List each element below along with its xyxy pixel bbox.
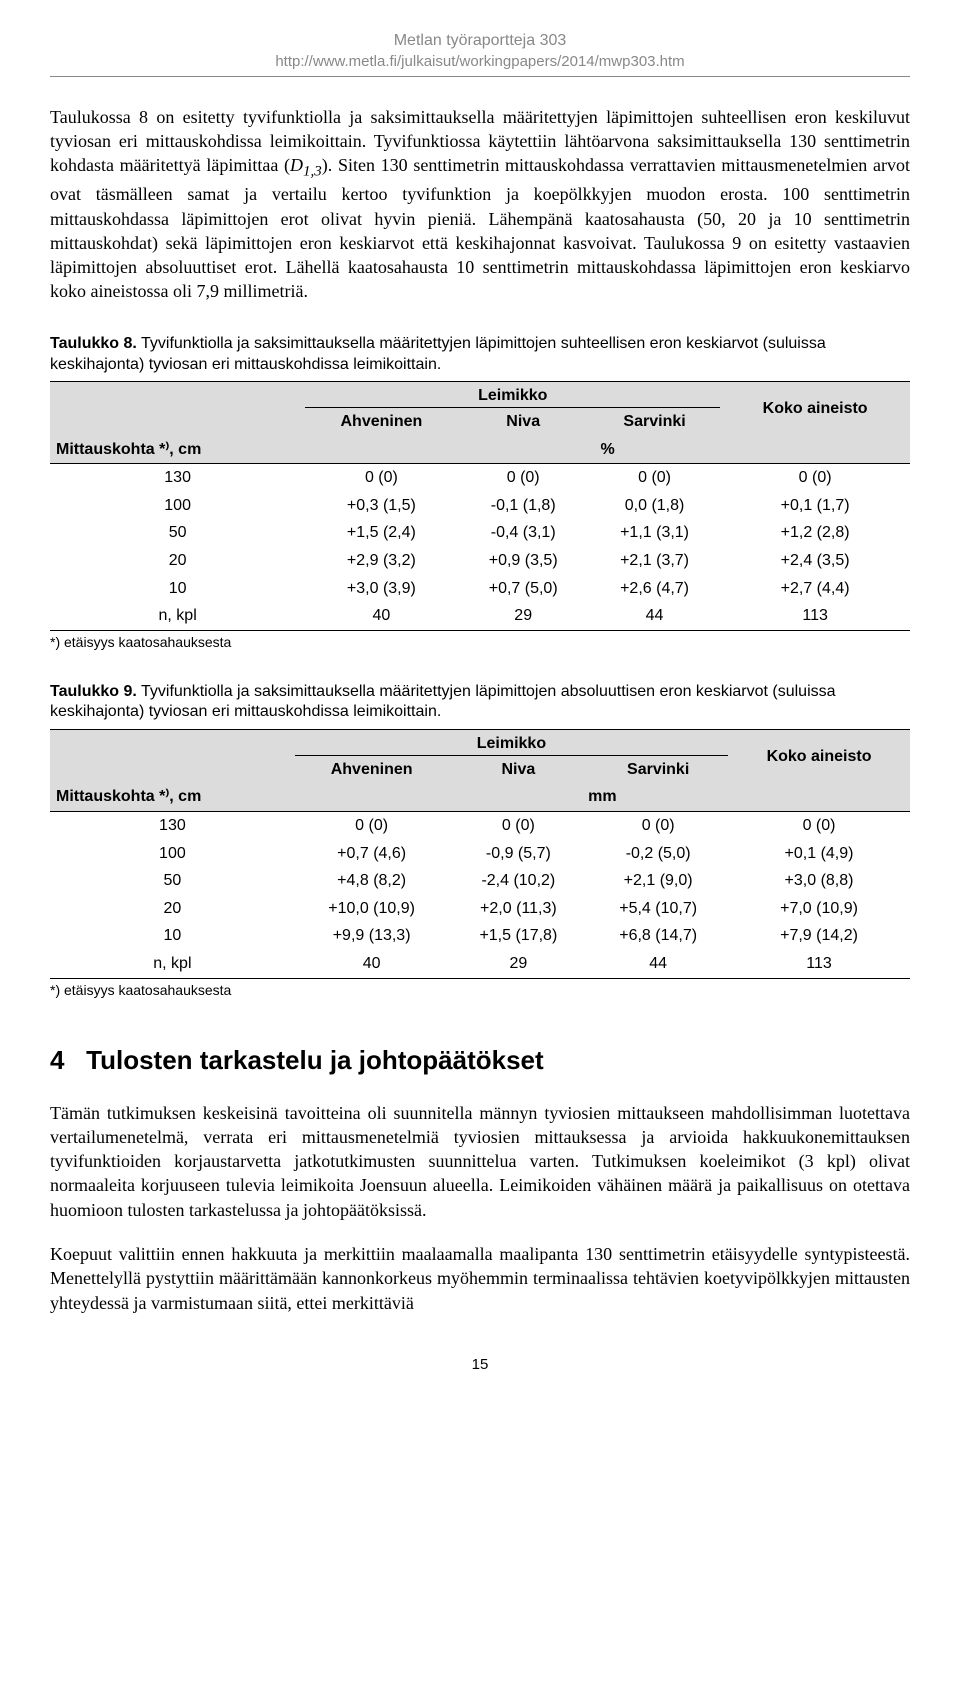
table9-footnote: *) etäisyys kaatosahauksesta — [50, 981, 910, 1000]
table8-footnote: *) etäisyys kaatosahauksesta — [50, 633, 910, 652]
table8-caption-label: Taulukko 8. — [50, 335, 137, 352]
table-row: n, kpl402944113 — [50, 950, 910, 978]
table8-unit: % — [305, 436, 910, 464]
table8: Leimikko Koko aineisto Ahveninen Niva Sa… — [50, 381, 910, 630]
table8-caption-text: Tyvifunktiolla ja saksimittauksella määr… — [50, 335, 826, 373]
section-heading: 4 Tulosten tarkastelu ja johtopäätökset — [50, 1043, 910, 1078]
table-row: n, kpl402944113 — [50, 602, 910, 630]
table-row: 10+9,9 (13,3)+1,5 (17,8)+6,8 (14,7)+7,9 … — [50, 922, 910, 950]
table-row: 1300 (0)0 (0)0 (0)0 (0) — [50, 811, 910, 839]
table-row: 1300 (0)0 (0)0 (0)0 (0) — [50, 464, 910, 492]
table9-hdr-koko: Koko aineisto — [728, 730, 910, 784]
table8-col-ahveninen: Ahveninen — [305, 407, 457, 435]
table9-caption-text: Tyvifunktiolla ja saksimittauksella määr… — [50, 683, 836, 721]
table8-hdr-leimikko: Leimikko — [305, 382, 720, 408]
table9-rowlabel: Mittauskohta *⁾, cm — [50, 783, 295, 811]
table9-caption-label: Taulukko 9. — [50, 683, 137, 700]
table9-unit: mm — [295, 783, 910, 811]
para1-post: ). Siten 130 senttimetrin mittauskohdass… — [50, 155, 910, 301]
table8-col-niva: Niva — [458, 407, 589, 435]
header-url: http://www.metla.fi/julkaisut/workingpap… — [50, 52, 910, 72]
page-number: 15 — [50, 1355, 910, 1375]
table8-rowlabel: Mittauskohta *⁾, cm — [50, 436, 305, 464]
table-row: 100+0,7 (4,6)-0,9 (5,7)-0,2 (5,0)+0,1 (4… — [50, 840, 910, 868]
table8-caption: Taulukko 8. Tyvifunktiolla ja saksimitta… — [50, 334, 910, 376]
para1-subscript: 1,3 — [303, 164, 322, 180]
table-row: 100+0,3 (1,5)-0,1 (1,8)0,0 (1,8)+0,1 (1,… — [50, 492, 910, 520]
table8-hdr-blank — [50, 382, 305, 408]
table-row: 50+1,5 (2,4)-0,4 (3,1)+1,1 (3,1)+1,2 (2,… — [50, 519, 910, 547]
paragraph-1: Taulukossa 8 on esitetty tyvifunktiolla … — [50, 105, 910, 304]
section-title: Tulosten tarkastelu ja johtopäätökset — [86, 1045, 544, 1075]
table9-col-niva: Niva — [448, 755, 588, 783]
table8-col-sarvinki: Sarvinki — [589, 407, 720, 435]
para1-symbol: D — [290, 155, 303, 175]
table9-hdr-blank2 — [50, 755, 295, 783]
table9: Leimikko Koko aineisto Ahveninen Niva Sa… — [50, 729, 910, 978]
table-row: 20+2,9 (3,2)+0,9 (3,5)+2,1 (3,7)+2,4 (3,… — [50, 547, 910, 575]
paragraph-3: Koepuut valittiin ennen hakkuuta ja merk… — [50, 1242, 910, 1315]
table-row: 20+10,0 (10,9)+2,0 (11,3)+5,4 (10,7)+7,0… — [50, 895, 910, 923]
paragraph-2: Tämän tutkimuksen keskeisinä tavoitteina… — [50, 1101, 910, 1222]
table9-hdr-leimikko: Leimikko — [295, 730, 728, 756]
table8-hdr-koko: Koko aineisto — [720, 382, 910, 436]
table9-caption: Taulukko 9. Tyvifunktiolla ja saksimitta… — [50, 682, 910, 724]
table8-hdr-blank2 — [50, 407, 305, 435]
table9-col-ahveninen: Ahveninen — [295, 755, 449, 783]
table-row: 50+4,8 (8,2)-2,4 (10,2)+2,1 (9,0)+3,0 (8… — [50, 867, 910, 895]
table9-body: 1300 (0)0 (0)0 (0)0 (0) 100+0,7 (4,6)-0,… — [50, 811, 910, 978]
table9-hdr-blank — [50, 730, 295, 756]
page-header: Metlan työraportteja 303 http://www.metl… — [50, 30, 910, 77]
table-row: 10+3,0 (3,9)+0,7 (5,0)+2,6 (4,7)+2,7 (4,… — [50, 575, 910, 603]
table8-body: 1300 (0)0 (0)0 (0)0 (0) 100+0,3 (1,5)-0,… — [50, 464, 910, 631]
header-title: Metlan työraportteja 303 — [50, 30, 910, 52]
section-number: 4 — [50, 1045, 64, 1075]
table9-col-sarvinki: Sarvinki — [588, 755, 728, 783]
